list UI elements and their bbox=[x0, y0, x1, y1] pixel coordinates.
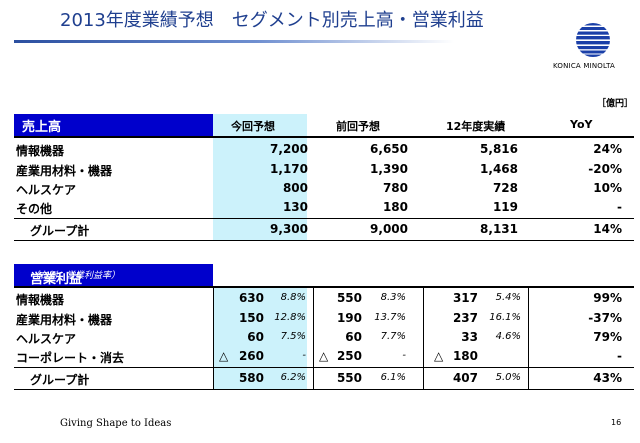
col-divider bbox=[213, 288, 214, 390]
table-row: コーポレート・消去 △ 260 - △ 250 - △ 180 - bbox=[16, 349, 622, 365]
column-actual: 12年度実績 bbox=[446, 120, 506, 133]
page-number: 16 bbox=[611, 418, 622, 427]
table-row: その他 130 180 119 - bbox=[16, 200, 622, 216]
negative-triangle: △ bbox=[219, 349, 229, 363]
sales-header: 売上高 bbox=[14, 114, 213, 136]
table-row: ヘルスケア 800 780 728 10% bbox=[16, 181, 622, 197]
column-previous: 前回予想 bbox=[336, 120, 380, 133]
sales-bottom-rule bbox=[14, 240, 634, 241]
column-current: 今回予想 bbox=[231, 120, 275, 133]
column-yoy: YoY bbox=[570, 118, 593, 131]
table-row: 産業用材料・機器 1,170 1,390 1,468 -20% bbox=[16, 162, 622, 178]
table-row: 産業用材料・機器 150 12.8% 190 13.7% 237 16.1% -… bbox=[16, 311, 622, 327]
negative-triangle: △ bbox=[434, 349, 444, 363]
table-row: グループ計 580 6.2% 550 6.1% 407 5.0% 43% bbox=[30, 371, 622, 387]
col-divider bbox=[313, 288, 314, 390]
konica-minolta-globe-icon bbox=[576, 23, 610, 57]
negative-triangle: △ bbox=[319, 349, 329, 363]
table-row: 情報機器 630 8.8% 550 8.3% 317 5.4% 99% bbox=[16, 291, 622, 307]
current-forecast-highlight bbox=[213, 286, 307, 390]
col-divider bbox=[528, 288, 529, 390]
op-bottom-rule bbox=[14, 389, 634, 390]
unit-label: ［億円］ bbox=[597, 99, 634, 109]
sales-header-rule bbox=[14, 136, 634, 138]
col-divider bbox=[423, 288, 424, 390]
page-title: 2013年度業績予想 セグメント別売上高・営業利益 bbox=[60, 10, 484, 31]
current-forecast-highlight bbox=[213, 114, 307, 241]
table-row: 情報機器 7,200 6,650 5,816 24% bbox=[16, 142, 622, 158]
table-row: ヘルスケア 60 7.5% 60 7.7% 33 4.6% 79% bbox=[16, 330, 622, 346]
op-header: 営業利益 （右側：営業利益率） bbox=[14, 264, 213, 287]
op-header-rule bbox=[14, 286, 634, 288]
logo-wordmark: KONICA MINOLTA bbox=[553, 62, 616, 70]
sales-total-rule bbox=[14, 218, 634, 219]
op-total-rule bbox=[14, 367, 634, 368]
title-underline bbox=[14, 40, 454, 43]
footer-tagline: Giving Shape to Ideas bbox=[60, 418, 172, 429]
table-row: グループ計 9,300 9,000 8,131 14% bbox=[30, 222, 622, 238]
